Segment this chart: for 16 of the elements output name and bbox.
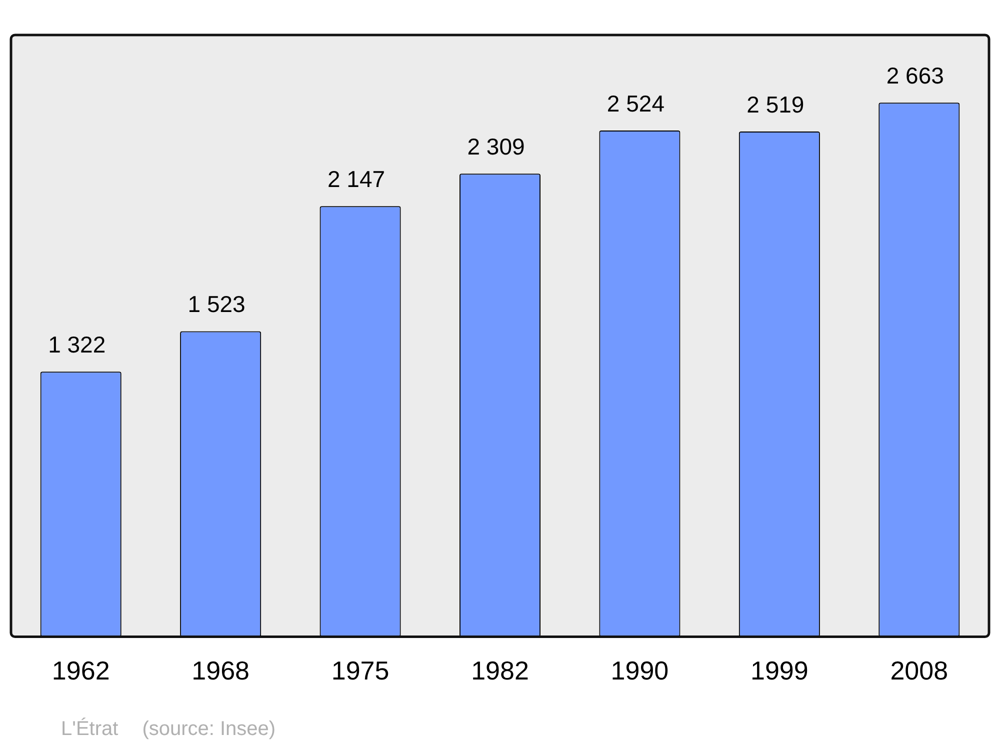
x-tick-label: 1962 [52,656,110,686]
x-tick-label: 1982 [471,656,529,686]
x-tick-label: 2008 [890,656,948,686]
data-label: 2 309 [467,133,525,160]
x-tick-label: 1990 [610,656,669,686]
x-tick-label: 1975 [331,656,390,686]
text: (source: Insee) [142,718,276,740]
text: L'Étrat [61,718,118,740]
data-label: 2 519 [746,91,804,118]
x-tick-label: 1968 [192,656,250,686]
data-label: 1 523 [188,291,246,318]
x-tick-label: 1999 [750,656,808,686]
data-label: 2 663 [886,62,944,88]
data-label: 1 322 [48,331,106,358]
data-label: 2 147 [328,166,386,192]
data-label: 2 524 [606,90,665,116]
